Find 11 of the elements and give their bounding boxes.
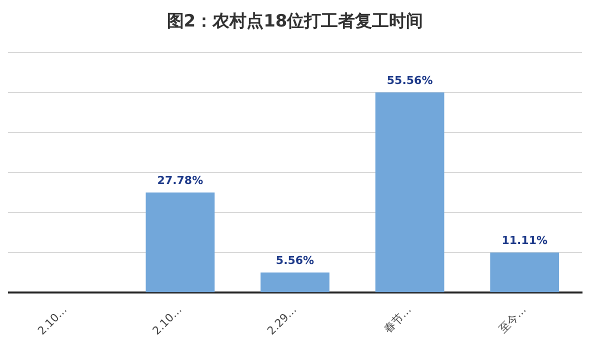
- chart-title: 图2：农村点18位打工者复工时间: [166, 12, 424, 32]
- bar: [490, 252, 560, 292]
- x-tick-label: 春节…: [381, 303, 414, 336]
- data-label: 11.11%: [502, 234, 548, 247]
- data-label: 55.56%: [386, 74, 433, 87]
- x-tick-label: 至今…: [496, 303, 529, 336]
- bar: [146, 192, 215, 292]
- data-label: 5.56%: [276, 254, 314, 267]
- data-label: 27.78%: [157, 174, 204, 187]
- bar: [375, 92, 444, 292]
- bar: [260, 272, 330, 292]
